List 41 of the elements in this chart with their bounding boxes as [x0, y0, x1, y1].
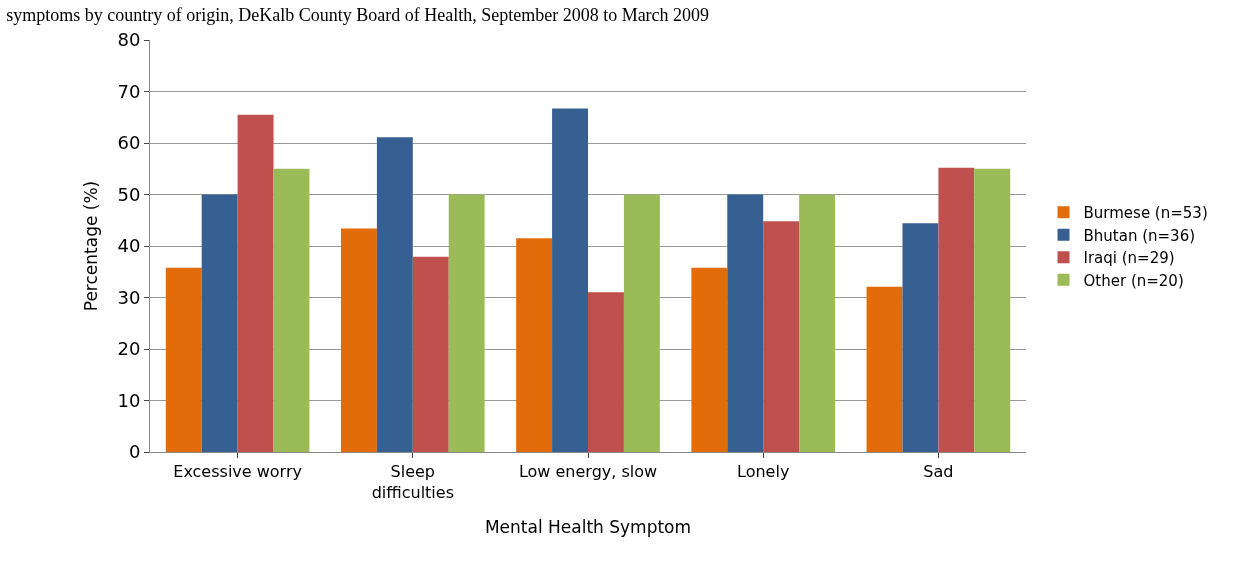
x-tick-label: Low energy, slow [518, 462, 658, 482]
bar [588, 292, 624, 452]
legend-label: Other (n=20) [1083, 271, 1184, 290]
y-tick-label: 10 [117, 389, 141, 411]
chart-title: symptoms by country of origin, DeKalb County Board of Health, September 2008 to March 2009 [6, 5, 710, 26]
bar [938, 167, 975, 452]
y-tick-label: 60 [117, 132, 141, 154]
x-tick-label: Sad [923, 462, 954, 482]
y-tick-label: 20 [117, 338, 141, 360]
y-tick-label: 30 [117, 286, 141, 308]
x-tick-label: Excessive worry [173, 462, 302, 482]
bar [201, 194, 238, 452]
bar [165, 267, 202, 452]
bar [974, 168, 1011, 452]
bar [237, 114, 274, 452]
bar [412, 256, 449, 452]
y-tick-label: 70 [117, 80, 141, 102]
x-tick-label: Lonely [737, 462, 790, 482]
bar [376, 137, 413, 452]
y-tick-label: 50 [117, 183, 141, 205]
bar [763, 221, 800, 452]
legend-label: Iraqi (n=29) [1083, 249, 1175, 268]
y-axis-title: Percentage (%) [81, 180, 102, 312]
bar [552, 108, 588, 452]
legend-label: Bhutan (n=36) [1083, 226, 1196, 245]
bar [902, 223, 939, 452]
bar [448, 194, 485, 452]
y-tick-label: 0 [128, 441, 141, 463]
x-tick-label: Sleep difficulties [371, 462, 454, 502]
x-axis-title: Mental Health Symptom [484, 517, 692, 538]
y-tick-label: 80 [117, 29, 141, 51]
legend-label: Burmese (n=53) [1083, 204, 1208, 223]
bar [691, 267, 728, 452]
bar [799, 194, 836, 452]
y-tick-label: 40 [117, 235, 141, 257]
bar [623, 194, 660, 452]
bar [516, 238, 553, 452]
bar [273, 168, 310, 452]
bar [340, 228, 377, 452]
bar [727, 194, 764, 452]
bar [866, 286, 903, 452]
